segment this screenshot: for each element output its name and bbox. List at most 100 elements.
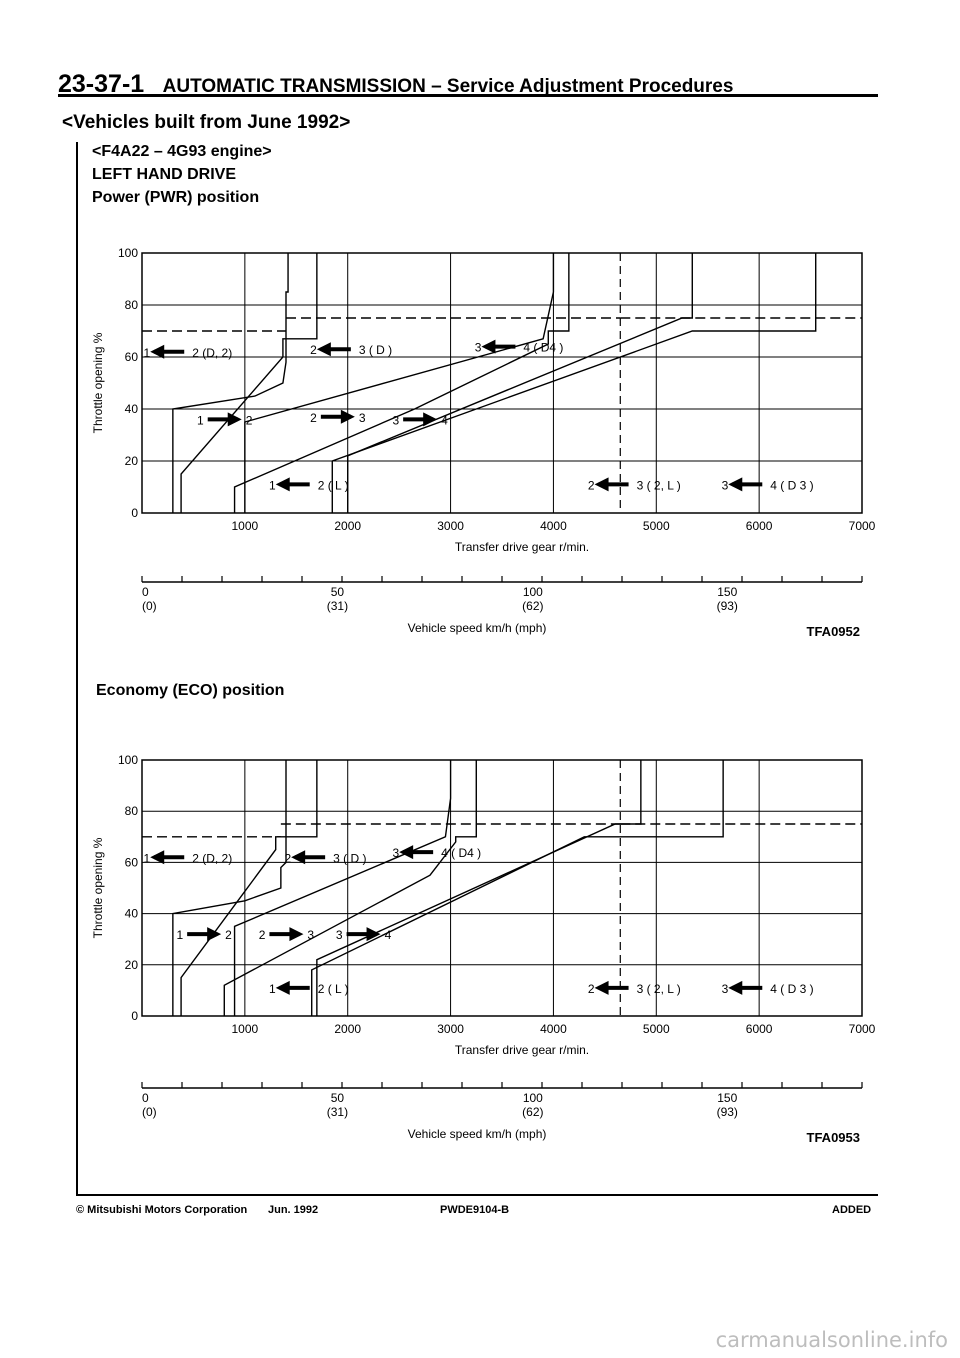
shift-line [180, 253, 318, 513]
speed-kmh-label: 150 [717, 1091, 737, 1105]
y-axis-title: Throttle opening % [91, 837, 105, 938]
speed-mph-label: (31) [327, 599, 348, 613]
y-tick-label: 60 [125, 350, 139, 364]
x-axis-title: Transfer drive gear r/min. [455, 1043, 589, 1057]
speed-axis-title: Vehicle speed km/h (mph) [408, 621, 547, 635]
chart-frame [141, 252, 863, 514]
label-1-2-from: 1 [197, 413, 204, 427]
label-4-3-d4-to: 4 ( D4 ) [523, 341, 563, 355]
label-1-2-to: 2 [225, 928, 232, 942]
page-title: AUTOMATIC TRANSMISSION – Service Adjustm… [162, 76, 734, 97]
label-2-1-d2-from: 1 [144, 851, 151, 865]
x-tick-label: 5000 [643, 519, 670, 533]
label-3-2-d-to: 3 ( D ) [333, 851, 366, 865]
x-tick-label: 2000 [334, 519, 361, 533]
y-tick-label: 0 [131, 506, 138, 520]
shift-line [180, 760, 318, 1016]
label-2-3-from: 2 [310, 411, 317, 425]
speed-mph-label: (62) [522, 1105, 543, 1119]
label-3-2-2l-arrow-head [594, 477, 609, 492]
page-header: 23-37-1 AUTOMATIC TRANSMISSION – Service… [58, 70, 733, 99]
x-tick-label: 7000 [849, 1022, 876, 1036]
footer-copyright: © Mitsubishi Motors Corporation [76, 1204, 248, 1216]
section-heading: <Vehicles built from June 1992> [62, 112, 351, 133]
speed-kmh-label: 50 [331, 585, 345, 599]
speed-kmh-label: 50 [331, 1091, 345, 1105]
label-4-3-d3-arrow-head [728, 477, 743, 492]
label-4-3-d3-to: 4 ( D 3 ) [770, 982, 813, 996]
label-3-4-arrow-head [366, 927, 381, 942]
y-tick-label: 80 [125, 804, 139, 818]
speed-mph-label: (0) [142, 599, 157, 613]
x-tick-label: 1000 [232, 1022, 259, 1036]
label-3-4-to: 4 [385, 928, 392, 942]
label-3-2-2l-arrow-head [594, 980, 609, 995]
label-3-4-arrow-head [423, 412, 438, 427]
label-3-4-from: 3 [336, 928, 343, 942]
x-tick-label: 4000 [540, 519, 567, 533]
y-tick-label: 100 [118, 246, 138, 260]
y-tick-label: 0 [131, 1009, 138, 1023]
shift-line [311, 760, 724, 1016]
y-axis-title: Throttle opening % [91, 332, 105, 433]
y-tick-label: 40 [125, 402, 139, 416]
label-4-3-d3-from: 3 [722, 982, 729, 996]
label-3-2-2l-to: 3 ( 2, L ) [637, 982, 681, 996]
speed-kmh-label: 0 [142, 585, 149, 599]
shift-line [244, 253, 555, 513]
label-4-3-d4-to: 4 ( D4 ) [441, 846, 481, 860]
label-3-2-2l-to: 3 ( 2, L ) [637, 478, 681, 492]
y-tick-label: 20 [125, 454, 139, 468]
footer-status: ADDED [832, 1204, 872, 1216]
label-2-1-l-from: 1 [269, 478, 276, 492]
label-4-3-d3-to: 4 ( D 3 ) [770, 478, 813, 492]
shift-line [172, 253, 289, 513]
label-2-3-to: 3 [359, 411, 366, 425]
speed-mph-label: (93) [717, 599, 738, 613]
label-3-2-2l-from: 2 [588, 478, 595, 492]
label-3-2-d-from: 2 [310, 343, 317, 357]
x-tick-label: 7000 [849, 519, 876, 533]
x-axis-title: Transfer drive gear r/min. [455, 540, 589, 554]
label-3-2-d-from: 2 [284, 851, 291, 865]
speed-kmh-label: 100 [523, 585, 543, 599]
y-tick-label: 20 [125, 958, 139, 972]
figure-code: TFA0952 [807, 624, 860, 639]
x-tick-label: 2000 [334, 1022, 361, 1036]
page-number: 23-37-1 [58, 70, 145, 98]
speed-kmh-label: 0 [142, 1091, 149, 1105]
label-4-3-d3-arrow-head [728, 980, 743, 995]
chart-frame [141, 759, 863, 1017]
label-4-3-d4-from: 3 [392, 846, 399, 860]
y-tick-label: 80 [125, 298, 139, 312]
shift-line [233, 760, 452, 1016]
label-3-4-from: 3 [392, 413, 399, 427]
label-2-1-l-arrow-head [275, 477, 290, 492]
speed-mph-label: (62) [522, 599, 543, 613]
x-tick-label: 5000 [643, 1022, 670, 1036]
label-2-1-d2-arrow-head [150, 850, 165, 865]
label-4-3-d4-from: 3 [475, 341, 482, 355]
speed-axis-title: Vehicle speed km/h (mph) [408, 1127, 547, 1141]
label-2-1-d2-arrow-head [150, 344, 165, 359]
speed-kmh-label: 100 [523, 1091, 543, 1105]
label-2-1-d2-from: 1 [144, 346, 151, 360]
y-tick-label: 60 [125, 855, 139, 869]
label-2-3-to: 3 [307, 928, 314, 942]
x-tick-label: 6000 [746, 519, 773, 533]
speed-kmh-label: 150 [717, 585, 737, 599]
label-1-2-from: 1 [176, 928, 183, 942]
label-3-4-to: 4 [441, 413, 448, 427]
label-2-1-l-arrow-head [275, 980, 290, 995]
label-2-3-arrow-head [340, 409, 355, 424]
label-3-2-2l-from: 2 [588, 982, 595, 996]
footer-code: PWDE9104-B [440, 1204, 510, 1216]
label-2-3-from: 2 [259, 928, 266, 942]
label-2-1-d2-to: 2 (D, 2) [192, 851, 232, 865]
engine-label: <F4A22 – 4G93 engine> [92, 143, 272, 160]
label-2-1-l-to: 2 ( L ) [318, 982, 349, 996]
x-tick-label: 1000 [232, 519, 259, 533]
eco-position-title: Economy (ECO) position [96, 682, 285, 699]
label-2-3-arrow-head [289, 927, 304, 942]
label-2-1-l-from: 1 [269, 982, 276, 996]
